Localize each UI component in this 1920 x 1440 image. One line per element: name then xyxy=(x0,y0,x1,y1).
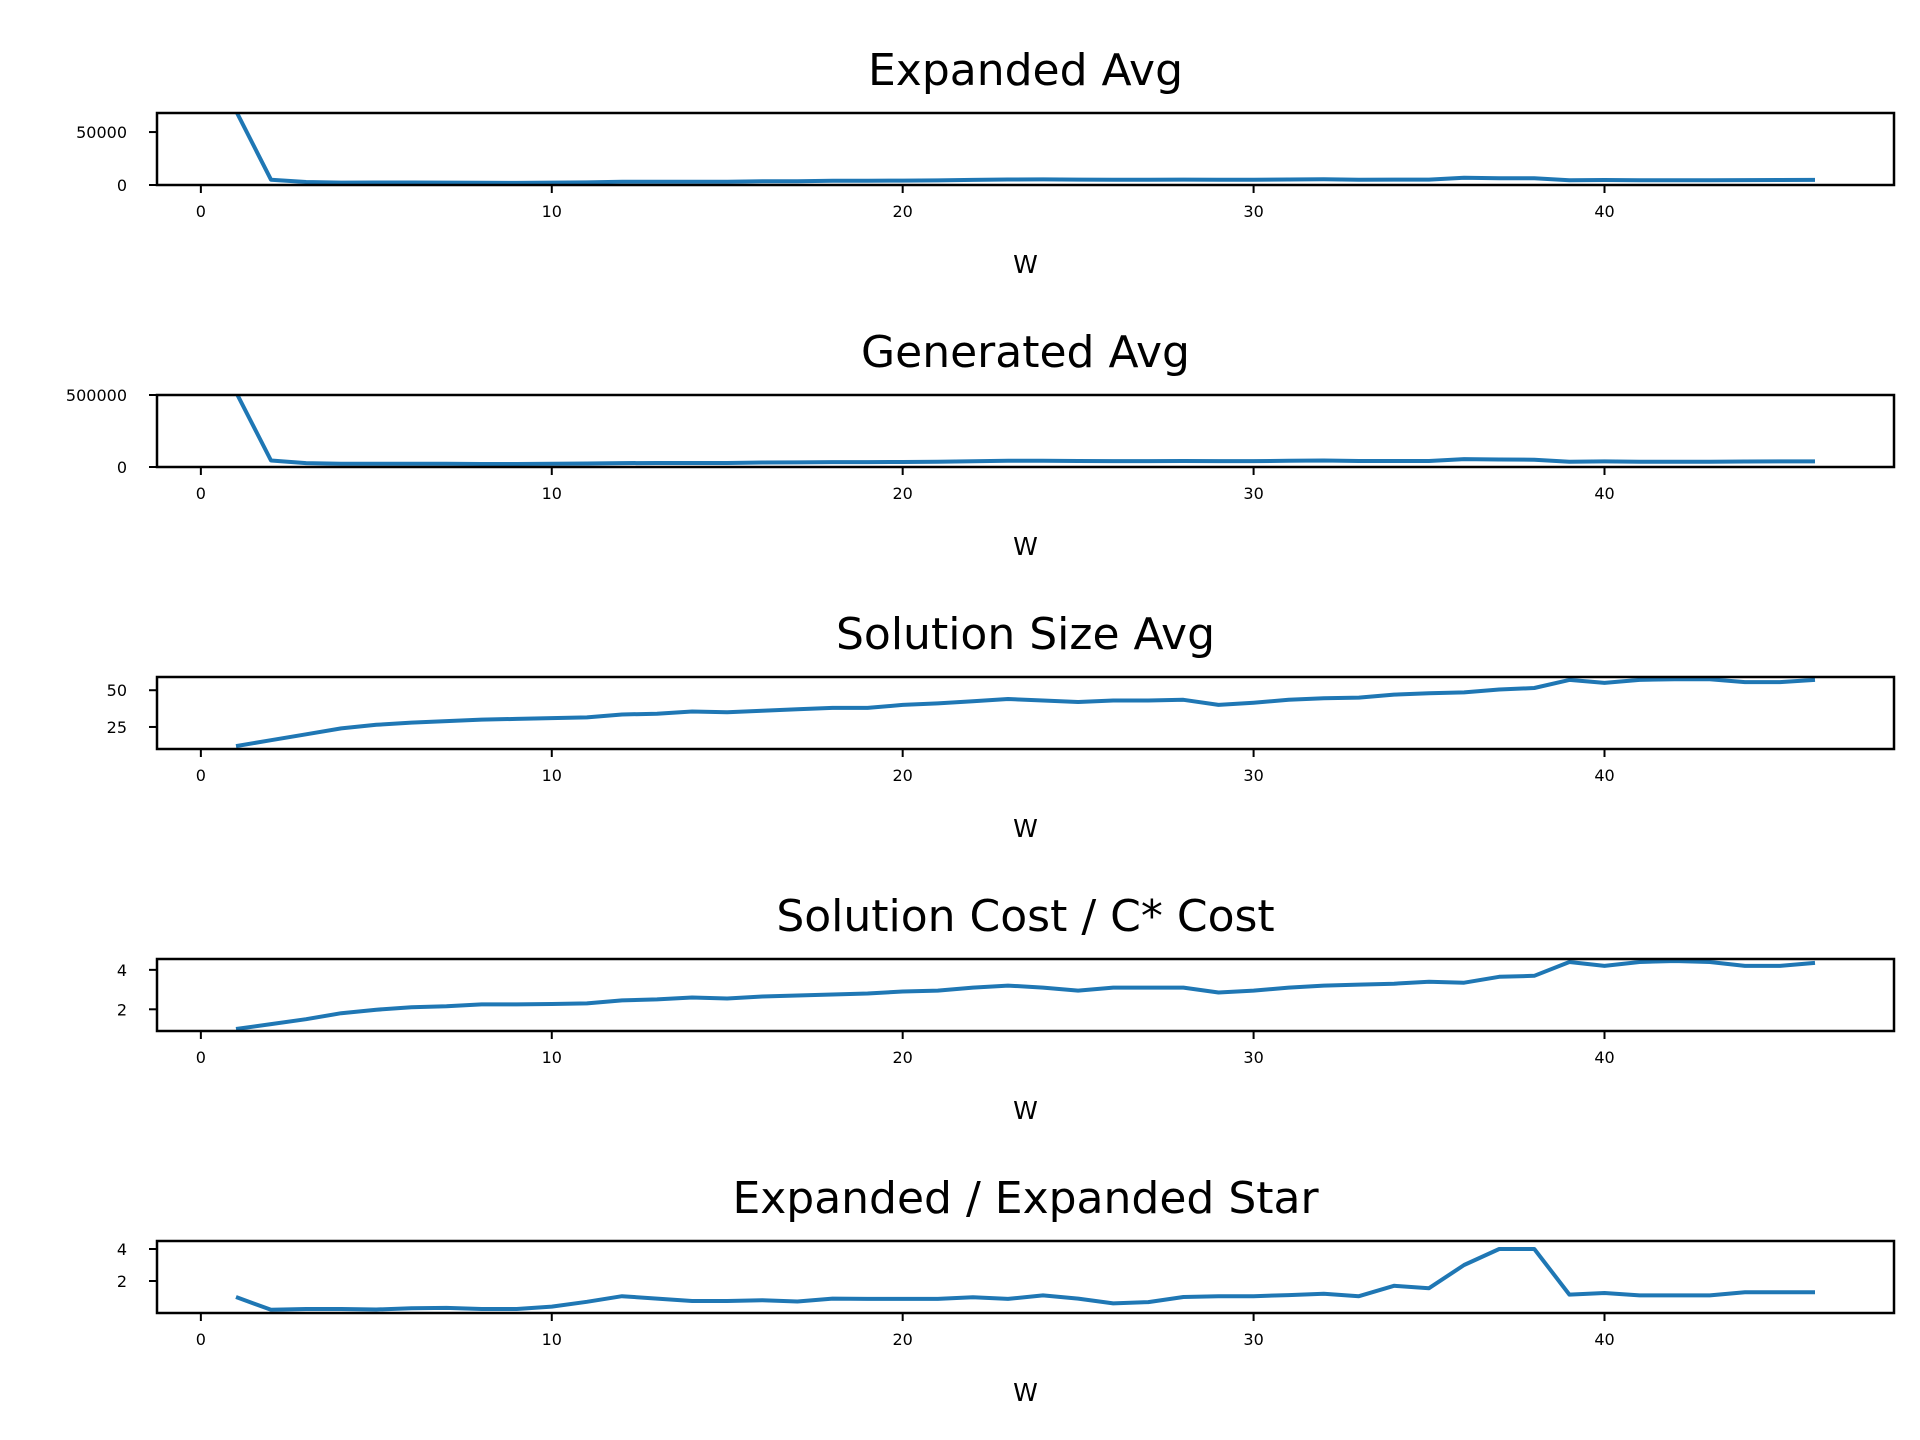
series-line xyxy=(235,959,1816,1031)
x-axis-label: W xyxy=(1013,250,1038,279)
x-tick-label: 0 xyxy=(196,766,206,785)
y-tick-label: 4 xyxy=(117,1240,127,1259)
series-line xyxy=(235,677,1816,749)
x-tick-label: 30 xyxy=(1243,766,1263,785)
series-line xyxy=(234,394,1815,466)
x-tick-label: 10 xyxy=(542,766,562,785)
y-tick-label: 500000 xyxy=(66,386,127,405)
subplot-3: Solution Size Avg 0 10 20 30 40 25 50 W xyxy=(107,609,1896,843)
x-tick-label: 20 xyxy=(893,1330,913,1349)
x-tick-label: 20 xyxy=(893,1048,913,1067)
chart-title: Generated Avg xyxy=(861,327,1190,378)
x-tick-label: 20 xyxy=(893,766,913,785)
x-tick-label: 10 xyxy=(542,1048,562,1067)
chart-title: Expanded Avg xyxy=(868,45,1183,96)
x-tick-label: 40 xyxy=(1594,202,1614,221)
y-tick-label: 2 xyxy=(117,1000,127,1019)
x-tick-label: 20 xyxy=(893,202,913,221)
y-tick-label: 50000 xyxy=(76,123,127,142)
chart-title: Expanded / Expanded Star xyxy=(732,1173,1319,1224)
subplot-2: Generated Avg 0 10 20 30 40 0 500000 W xyxy=(66,327,1896,561)
plot-frame xyxy=(155,1239,1896,1315)
plot-frame xyxy=(155,393,1896,469)
x-tick-label: 10 xyxy=(542,202,562,221)
x-axis-label: W xyxy=(1013,1096,1038,1125)
y-tick-label: 25 xyxy=(107,718,127,737)
x-tick-label: 30 xyxy=(1243,202,1263,221)
x-tick-label: 40 xyxy=(1594,766,1614,785)
subplot-5: Expanded / Expanded Star 0 10 20 30 40 2 4 W xyxy=(117,1173,1896,1407)
subplot-4: Solution Cost / C* Cost 0 10 20 30 40 2 4 W xyxy=(117,891,1896,1125)
x-tick-label: 0 xyxy=(196,484,206,503)
x-tick-label: 40 xyxy=(1594,1330,1614,1349)
x-tick-label: 10 xyxy=(542,1330,562,1349)
x-tick-label: 30 xyxy=(1243,1330,1263,1349)
x-tick-label: 40 xyxy=(1594,1048,1614,1067)
series-line xyxy=(235,1247,1815,1312)
x-tick-label: 0 xyxy=(196,1048,206,1067)
chart-title: Solution Cost / C* Cost xyxy=(776,891,1274,942)
plot-frame xyxy=(155,675,1896,751)
y-tick-label: 50 xyxy=(107,681,127,700)
chart-title: Solution Size Avg xyxy=(836,609,1215,660)
x-axis-label: W xyxy=(1013,1378,1038,1407)
x-axis-label: W xyxy=(1013,532,1038,561)
x-axis-label: W xyxy=(1013,814,1038,843)
subplot-1: Expanded Avg 0 10 20 30 40 0 50000 W xyxy=(76,45,1896,279)
x-tick-label: 0 xyxy=(196,1330,206,1349)
y-tick-label: 0 xyxy=(117,458,127,477)
x-tick-label: 40 xyxy=(1594,484,1614,503)
x-tick-label: 10 xyxy=(542,484,562,503)
y-tick-label: 0 xyxy=(117,176,127,195)
x-tick-label: 0 xyxy=(196,202,206,221)
series-line xyxy=(234,112,1816,185)
y-tick-label: 4 xyxy=(117,961,127,980)
plot-frame xyxy=(155,957,1896,1033)
x-tick-label: 30 xyxy=(1243,1048,1263,1067)
x-tick-label: 30 xyxy=(1243,484,1263,503)
x-tick-label: 20 xyxy=(893,484,913,503)
y-tick-label: 2 xyxy=(117,1272,127,1291)
plot-frame xyxy=(155,111,1896,187)
